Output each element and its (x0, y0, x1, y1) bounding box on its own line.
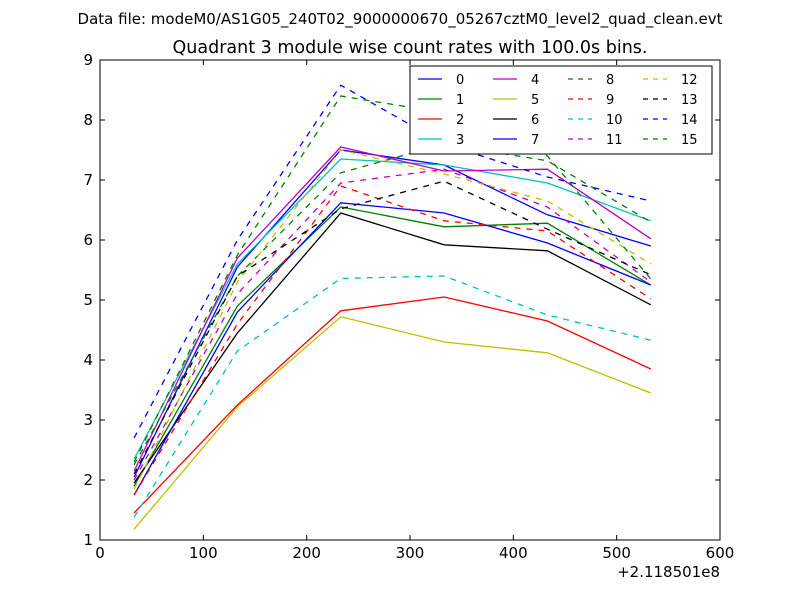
legend-label-0: 0 (456, 73, 464, 88)
series-line-2 (133, 296, 652, 514)
legend-label-15: 15 (681, 133, 698, 148)
legend-label-7: 7 (531, 133, 539, 148)
x-tick-label: 600 (706, 544, 735, 562)
x-tick-label: 300 (396, 544, 425, 562)
x-axis-ticks: 0 100 200 300 400 500 600 (95, 60, 734, 562)
data-file-suptitle: Data file: modeM0/AS1G05_240T02_90000006… (78, 10, 723, 29)
x-tick-label: 0 (95, 544, 105, 562)
x-tick-label: 400 (499, 544, 528, 562)
series-line-7 (133, 202, 652, 496)
series-line-5 (133, 316, 652, 530)
y-tick-label: 4 (83, 351, 93, 369)
series-line-6 (133, 212, 652, 484)
series-line-14 (133, 84, 651, 439)
series-lines (133, 84, 652, 530)
legend-label-13: 13 (681, 93, 698, 108)
series-line-9 (133, 185, 652, 496)
legend-label-11: 11 (606, 133, 623, 148)
legend-label-14: 14 (681, 113, 698, 128)
series-line-15 (133, 95, 652, 463)
y-tick-label: 1 (83, 531, 93, 549)
legend-label-5: 5 (531, 93, 539, 108)
series-line-12 (133, 149, 652, 490)
x-tick-label: 200 (292, 544, 321, 562)
y-tick-label: 7 (83, 171, 93, 189)
chart-title: Quadrant 3 module wise count rates with … (173, 38, 648, 58)
legend-label-2: 2 (456, 113, 464, 128)
series-line-3 (133, 158, 652, 460)
legend-label-8: 8 (606, 73, 614, 88)
legend-label-12: 12 (681, 73, 698, 88)
legend-label-3: 3 (456, 133, 464, 148)
series-line-4 (133, 146, 652, 472)
legend-label-10: 10 (606, 113, 623, 128)
legend-box (409, 65, 713, 155)
x-axis-offset-label: +2.118501e8 (617, 563, 720, 581)
x-tick-label: 100 (189, 544, 218, 562)
legend-label-6: 6 (531, 113, 539, 128)
legend-label-9: 9 (606, 93, 614, 108)
y-tick-label: 3 (83, 411, 93, 429)
y-tick-label: 5 (83, 291, 93, 309)
legend-label-4: 4 (531, 73, 539, 88)
series-line-1 (133, 206, 652, 487)
y-tick-label: 6 (83, 231, 93, 249)
y-tick-label: 8 (83, 111, 93, 129)
x-tick-label: 500 (602, 544, 631, 562)
y-tick-label: 2 (83, 471, 93, 489)
series-line-13 (133, 180, 652, 475)
series-line-10 (133, 275, 651, 518)
legend-label-1: 1 (456, 93, 464, 108)
y-tick-label: 9 (83, 51, 93, 69)
series-line-8 (133, 143, 652, 466)
